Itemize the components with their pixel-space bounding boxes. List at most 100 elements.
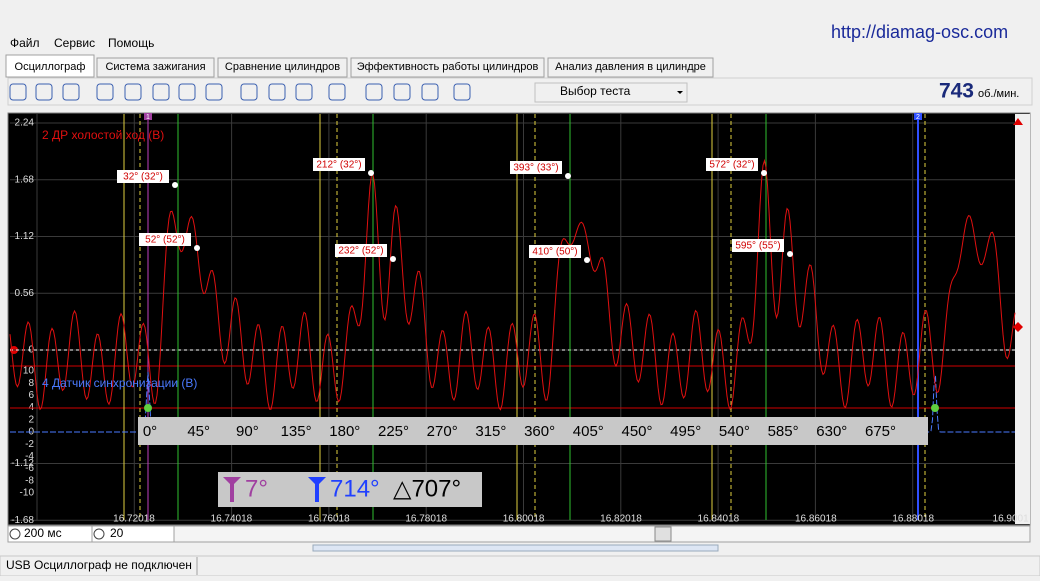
menu-item[interactable]: Сервис (54, 36, 95, 50)
annotation-box (117, 170, 169, 183)
toolbar-button[interactable] (295, 83, 313, 101)
degree-label: 315° (475, 423, 506, 440)
degree-label: 675° (865, 423, 896, 440)
right-strip (1015, 114, 1030, 524)
toolbar-button[interactable] (393, 83, 411, 101)
zoom-out[interactable] (9, 528, 21, 540)
degree-label: 630° (816, 423, 847, 440)
cursor-tag (144, 113, 152, 120)
tab[interactable] (96, 57, 215, 78)
toolbar-button[interactable] (9, 83, 27, 101)
annotation: 32° (32°) (123, 172, 163, 183)
annotation-box (529, 245, 581, 258)
y-tick-label: -6 (25, 463, 34, 474)
annotation: 393° (33°) (513, 163, 558, 174)
tab-label[interactable]: Анализ давления в цилиндре (555, 61, 706, 73)
zoom-in[interactable] (93, 528, 105, 540)
cursor-1-value: 7° (245, 475, 268, 502)
annotation-point (368, 170, 374, 176)
annotation-box (139, 233, 191, 246)
zoom[interactable]: 20 (110, 526, 124, 540)
degree-label: 225° (378, 423, 409, 440)
degree-label: 495° (670, 423, 701, 440)
toolbar-button[interactable] (365, 83, 383, 101)
toolbar (7, 77, 1033, 106)
plot-layer: 2.241.681.120.560-1.12-1.681086420-2-4-6… (9, 113, 1030, 526)
cursor-tag-label: 1 (146, 114, 150, 121)
toolbar-button[interactable] (328, 83, 346, 101)
annotation-point (761, 170, 767, 176)
y-tick-label: -8 (25, 475, 34, 486)
y-tick-label: 10 (23, 366, 35, 377)
tab-label[interactable]: Осциллограф (15, 61, 86, 73)
annotation: 595° (55°) (735, 241, 780, 252)
toolbar-button[interactable] (178, 83, 196, 101)
y-tick-label: 2.24 (15, 118, 35, 129)
tab[interactable] (217, 57, 348, 78)
toolbar-button[interactable] (421, 83, 439, 101)
y-tick-label: 1.68 (15, 174, 35, 185)
degree-label: 450° (621, 423, 652, 440)
time-tick: 16.9001 (993, 514, 1030, 525)
cursor-icon (223, 477, 241, 502)
tab-label[interactable]: Система зажигания (105, 61, 205, 73)
tab[interactable] (547, 57, 714, 78)
channel-label: 2 ДР холостой ход (В) (42, 128, 164, 142)
degree-label: 405° (573, 423, 604, 440)
y-tick-label: -1.12 (11, 458, 34, 469)
url[interactable]: http://diamag-osc.com (831, 22, 1008, 42)
toolbar-button[interactable] (205, 83, 223, 101)
menu-item[interactable]: Помощь (108, 36, 154, 50)
toolbar-button[interactable] (453, 83, 471, 101)
sync-point (931, 404, 939, 412)
degree-scale (138, 417, 928, 445)
time-tick: 16.72018 (113, 514, 155, 525)
y-tick-label: 1.12 (15, 231, 35, 242)
toolbar-button[interactable] (124, 83, 142, 101)
cursor-tag (914, 113, 922, 120)
y-tick-label: -1.68 (11, 515, 34, 526)
toolbar-button[interactable] (62, 83, 80, 101)
y-tick-label: 0 (28, 345, 34, 356)
tab[interactable] (5, 54, 95, 78)
time-tick: 16.80018 (503, 514, 545, 525)
timebase[interactable]: 200 мс (24, 526, 62, 540)
scroll-thumb[interactable] (654, 526, 672, 542)
toolbar-button[interactable] (96, 83, 114, 101)
annotation: 212° (32°) (316, 160, 361, 171)
y-tick-label: -2 (25, 439, 34, 450)
degree-label: 0° (143, 423, 157, 440)
tab[interactable] (350, 57, 545, 78)
overview-bar[interactable] (312, 544, 719, 552)
status-text: USB Осциллограф не подключен (6, 558, 192, 572)
annotation: 232° (52°) (338, 246, 383, 257)
rpm-unit: об./мин. (978, 88, 1019, 100)
toolbar-button[interactable] (268, 83, 286, 101)
toolbar-button[interactable] (35, 83, 53, 101)
h-scrollbar[interactable] (173, 525, 1031, 543)
tab-label[interactable]: Эффективность работы цилиндров (357, 61, 539, 73)
dropdown-arrow (677, 91, 683, 94)
degree-label: 135° (281, 423, 312, 440)
test-select-label[interactable]: Выбор теста (560, 84, 631, 98)
annotation-point (390, 256, 396, 262)
menu-item[interactable]: Файл (10, 36, 40, 50)
y-tick-label: 2 (28, 414, 34, 425)
annotation-box (335, 244, 387, 257)
annotation-box (732, 239, 784, 252)
y-tick-label: 8 (28, 378, 34, 389)
annotation-box (313, 158, 365, 171)
tab-label[interactable]: Сравнение цилиндров (225, 61, 340, 73)
toolbar-button[interactable] (240, 83, 258, 101)
annotation-point (565, 173, 571, 179)
degree-label: 360° (524, 423, 555, 440)
marker (1013, 322, 1023, 332)
cursor-delta: △707° (393, 475, 461, 502)
toolbar-button[interactable] (152, 83, 170, 101)
y-tick-label: 0.56 (15, 288, 35, 299)
y-tick-label: -4 (25, 451, 34, 462)
test-select[interactable] (534, 82, 688, 103)
time-tick: 16.82018 (600, 514, 642, 525)
cursor-tag-label: 2 (916, 114, 920, 121)
